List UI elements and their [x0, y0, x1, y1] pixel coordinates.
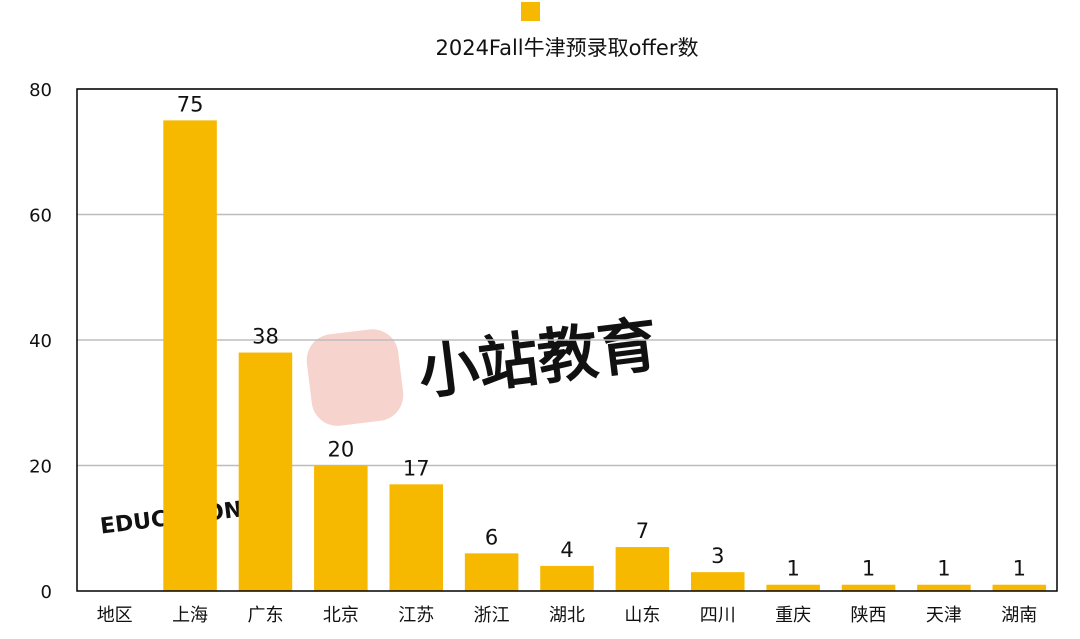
data-label: 4 — [560, 538, 573, 562]
data-label: 1 — [937, 557, 950, 581]
data-label: 75 — [177, 92, 204, 116]
x-tick-label: 湖南 — [1001, 605, 1037, 626]
x-tick-label: 江苏 — [398, 605, 434, 626]
legend-swatch — [521, 2, 540, 21]
x-tick-label: 陕西 — [851, 605, 887, 626]
bar — [992, 584, 1047, 591]
data-label: 7 — [636, 519, 649, 543]
bar — [917, 584, 971, 591]
bar — [766, 584, 820, 591]
bar — [163, 120, 217, 591]
gridlines — [77, 88, 1057, 467]
data-label: 3 — [711, 544, 724, 568]
data-label: 1 — [862, 557, 875, 581]
bar — [389, 484, 443, 591]
chart-title: 2024Fall牛津预录取offer数 — [435, 36, 698, 60]
x-tick-label: 湖北 — [549, 605, 585, 626]
data-label: 20 — [327, 438, 354, 462]
x-tick-label: 广东 — [247, 605, 283, 626]
x-tick-label: 山东 — [624, 605, 660, 626]
y-tick-label: 60 — [29, 206, 52, 227]
x-tick-label: 四川 — [700, 605, 736, 626]
legend: 2024Fall牛津预录取offer数 — [435, 2, 699, 60]
labels: 0 20 40 60 80 地区 75 上海 38 广东 20 北京 17 江苏 6 浙江 4 湖北 7 山东 3 四川 1… — [29, 80, 1037, 626]
y-tick-label: 40 — [29, 331, 52, 352]
data-label: 38 — [252, 325, 279, 349]
x-tick-label: 重庆 — [775, 605, 811, 626]
watermark-text: 小站教育 — [415, 310, 662, 409]
x-tick-label: 浙江 — [474, 605, 510, 626]
bar — [464, 553, 519, 591]
y-tick-label: 80 — [29, 80, 52, 101]
bar — [314, 465, 368, 591]
axes — [76, 88, 1058, 592]
bar — [615, 547, 670, 591]
y-tick-label: 20 — [29, 457, 52, 478]
data-label: 1 — [786, 557, 799, 581]
data-label: 17 — [403, 456, 430, 480]
data-label: 6 — [485, 525, 498, 549]
x-tick-label: 地区 — [97, 605, 133, 626]
bars — [163, 120, 1047, 591]
bar — [841, 584, 896, 591]
watermark-logo-icon — [306, 329, 404, 426]
x-tick-label: 北京 — [323, 605, 359, 626]
data-label: 1 — [1013, 557, 1026, 581]
x-tick-label: 上海 — [172, 605, 208, 626]
y-tick-label: 0 — [41, 582, 52, 603]
bar — [540, 565, 594, 591]
x-tick-label: 天津 — [926, 605, 962, 626]
bar — [238, 352, 293, 591]
bar — [691, 572, 745, 591]
plot-frame — [76, 88, 1058, 592]
